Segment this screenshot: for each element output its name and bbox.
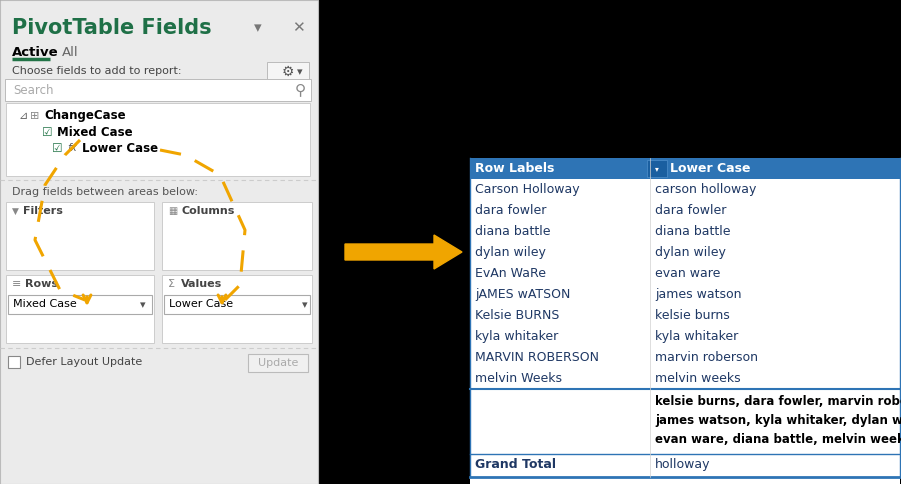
Text: melvin weeks: melvin weeks [655, 372, 741, 385]
Text: ≡: ≡ [12, 279, 22, 289]
FancyBboxPatch shape [470, 158, 900, 179]
Text: EvAn WaRe: EvAn WaRe [475, 267, 546, 280]
Text: Lower Case: Lower Case [169, 299, 233, 309]
Text: kyla whitaker: kyla whitaker [655, 330, 738, 343]
Text: Values: Values [181, 279, 223, 289]
Text: Defer Layout Update: Defer Layout Update [26, 357, 142, 367]
Text: Carson Holloway: Carson Holloway [475, 183, 579, 196]
Text: fx: fx [67, 143, 77, 153]
Text: ⊞: ⊞ [30, 111, 40, 121]
Text: Mixed Case: Mixed Case [13, 299, 77, 309]
Text: james watson: james watson [655, 288, 742, 301]
Text: ✕: ✕ [292, 20, 305, 35]
Polygon shape [345, 235, 462, 269]
FancyBboxPatch shape [470, 158, 900, 484]
FancyBboxPatch shape [5, 79, 311, 101]
Text: Lower Case: Lower Case [670, 162, 751, 175]
Text: ▦: ▦ [168, 206, 177, 216]
Text: ▾: ▾ [297, 67, 303, 77]
Text: Columns: Columns [181, 206, 234, 216]
Text: ▾: ▾ [655, 164, 659, 173]
FancyBboxPatch shape [248, 354, 308, 372]
FancyBboxPatch shape [162, 202, 312, 270]
Text: melvin Weeks: melvin Weeks [475, 372, 562, 385]
Text: ⚙: ⚙ [282, 65, 295, 79]
Text: Search: Search [13, 84, 53, 96]
Text: Rows: Rows [25, 279, 58, 289]
Text: dara fowler: dara fowler [655, 204, 726, 217]
FancyBboxPatch shape [0, 0, 318, 484]
Text: evan ware: evan ware [655, 267, 721, 280]
Text: Mixed Case: Mixed Case [57, 125, 132, 138]
Text: Lower Case: Lower Case [82, 141, 158, 154]
Text: james watson, kyla whitaker, dylan wiley,: james watson, kyla whitaker, dylan wiley… [655, 414, 901, 427]
FancyBboxPatch shape [164, 295, 310, 314]
Text: ▾: ▾ [303, 300, 308, 310]
Text: PivotTable Fields: PivotTable Fields [12, 18, 212, 38]
FancyBboxPatch shape [647, 160, 667, 177]
Text: kelsie burns: kelsie burns [655, 309, 730, 322]
Text: Σ: Σ [168, 279, 175, 289]
Text: Choose fields to add to report:: Choose fields to add to report: [12, 66, 181, 76]
Text: Grand Total: Grand Total [475, 458, 556, 471]
Text: ⊿: ⊿ [18, 111, 27, 121]
Text: Filters: Filters [23, 206, 63, 216]
Text: ▼: ▼ [12, 207, 19, 215]
Text: ▾: ▾ [141, 300, 146, 310]
Text: Update: Update [258, 358, 298, 368]
Text: ChangeCase: ChangeCase [44, 109, 125, 122]
Text: ☑: ☑ [42, 125, 52, 138]
Text: All: All [62, 45, 78, 59]
FancyBboxPatch shape [6, 202, 154, 270]
Text: ⚲: ⚲ [295, 82, 306, 97]
Text: Drag fields between areas below:: Drag fields between areas below: [12, 187, 198, 197]
Text: ▾: ▾ [254, 20, 262, 35]
FancyBboxPatch shape [267, 62, 309, 82]
FancyBboxPatch shape [8, 356, 20, 368]
FancyBboxPatch shape [6, 275, 154, 343]
Text: diana battle: diana battle [655, 225, 731, 238]
FancyBboxPatch shape [162, 275, 312, 343]
Text: jAMES wATSON: jAMES wATSON [475, 288, 570, 301]
Text: carson holloway: carson holloway [655, 183, 756, 196]
Text: evan ware, diana battle, melvin weeks, carson: evan ware, diana battle, melvin weeks, c… [655, 433, 901, 446]
Text: ☑: ☑ [52, 141, 62, 154]
Text: MARVIN ROBERSON: MARVIN ROBERSON [475, 351, 599, 364]
Text: dara fowler: dara fowler [475, 204, 546, 217]
FancyBboxPatch shape [6, 103, 310, 176]
Text: marvin roberson: marvin roberson [655, 351, 758, 364]
Text: holloway: holloway [655, 458, 711, 471]
Text: diana battle: diana battle [475, 225, 551, 238]
Text: dylan wiley: dylan wiley [655, 246, 726, 259]
FancyBboxPatch shape [8, 295, 152, 314]
Text: kyla whitaker: kyla whitaker [475, 330, 559, 343]
Text: Active: Active [12, 45, 59, 59]
Text: dylan wiley: dylan wiley [475, 246, 546, 259]
Text: Row Labels: Row Labels [475, 162, 554, 175]
Text: Kelsie BURNS: Kelsie BURNS [475, 309, 560, 322]
Text: kelsie burns, dara fowler, marvin roberson,: kelsie burns, dara fowler, marvin robers… [655, 395, 901, 408]
